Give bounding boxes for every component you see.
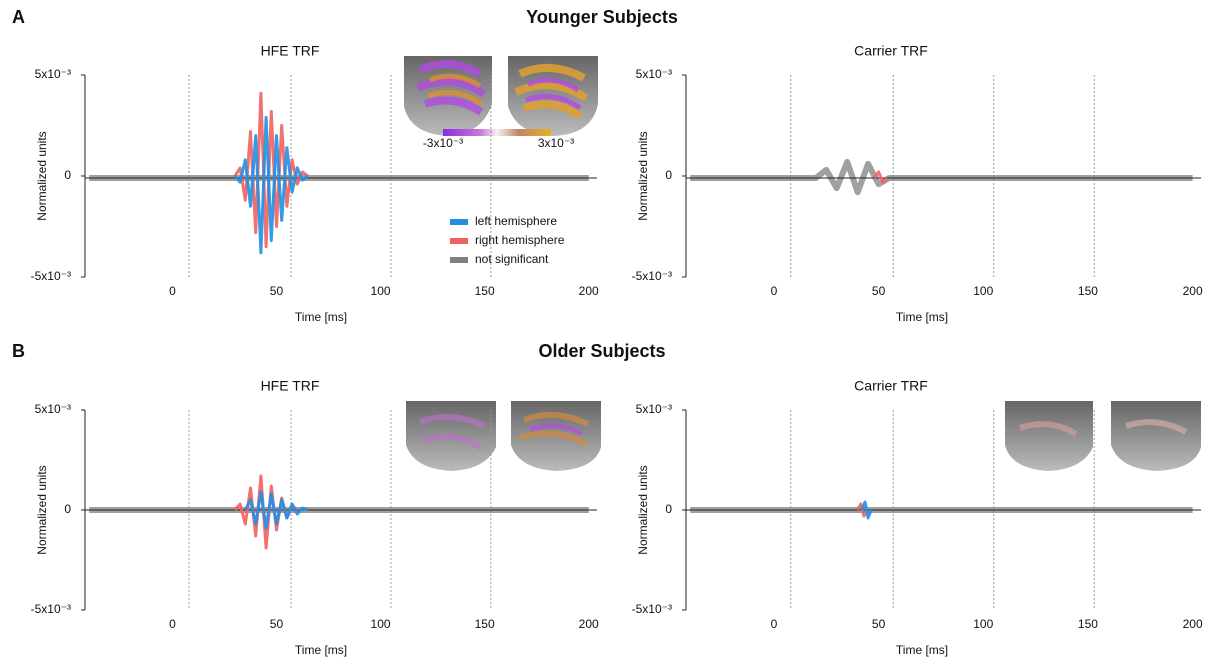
x-tick-label: 200 <box>1183 284 1203 298</box>
x-tick-label: 100 <box>371 617 391 631</box>
x-tick-label: 150 <box>1078 284 1098 298</box>
y-axis-label: Normalized units <box>636 131 650 220</box>
x-axis-label: Time [ms] <box>295 643 347 657</box>
y-tick-label: 5x10⁻³ <box>35 67 71 81</box>
x-tick-label: 0 <box>771 617 778 631</box>
y-tick-label: 5x10⁻³ <box>35 402 71 416</box>
chart-title: Carrier TRF <box>854 378 928 394</box>
figure: A Younger Subjects B Older Subjects HFE TRF -… <box>0 0 1211 661</box>
x-tick-label: 100 <box>371 284 391 298</box>
brain-inset <box>511 401 601 471</box>
legend-label: left hemisphere <box>475 214 557 228</box>
panel-letter: A <box>12 7 25 27</box>
chart-title: HFE TRF <box>261 378 320 394</box>
brain-inset <box>1111 401 1201 471</box>
x-tick-label: 50 <box>872 617 886 631</box>
y-tick-label: 5x10⁻³ <box>636 402 672 416</box>
brain-inset <box>1005 401 1093 471</box>
chart-title: Carrier TRF <box>854 43 928 59</box>
x-tick-label: 150 <box>475 284 495 298</box>
legend-label: not significant <box>475 252 549 266</box>
x-tick-label: 150 <box>475 617 495 631</box>
x-tick-label: 0 <box>169 617 176 631</box>
y-axis-label: Normalized units <box>636 465 650 554</box>
x-tick-label: 100 <box>973 284 993 298</box>
colorbar-label: 3x10⁻³ <box>538 136 574 150</box>
x-axis-label: Time [ms] <box>896 310 948 324</box>
y-axis-label: Normalized units <box>35 131 49 220</box>
y-tick-label: 0 <box>64 502 71 516</box>
y-tick-label: 0 <box>665 168 672 182</box>
brain-inset <box>404 56 492 136</box>
x-tick-label: 150 <box>1078 617 1098 631</box>
x-tick-label: 0 <box>169 284 176 298</box>
y-tick-label: 0 <box>665 502 672 516</box>
panel-letter: B <box>12 341 25 361</box>
x-tick-label: 200 <box>1183 617 1203 631</box>
brain-inset <box>508 56 598 136</box>
y-tick-label: -5x10⁻³ <box>632 269 672 283</box>
x-tick-label: 100 <box>973 617 993 631</box>
x-tick-label: 50 <box>270 617 284 631</box>
colorbar-label: -3x10⁻³ <box>423 136 463 150</box>
section-title: Older Subjects <box>538 341 665 361</box>
x-tick-label: 200 <box>579 617 599 631</box>
x-tick-label: 0 <box>771 284 778 298</box>
colorbar <box>443 129 551 136</box>
y-tick-label: 0 <box>64 168 71 182</box>
x-axis-label: Time [ms] <box>896 643 948 657</box>
y-axis-label: Normalized units <box>35 465 49 554</box>
x-tick-label: 50 <box>270 284 284 298</box>
chart-title: HFE TRF <box>261 43 320 59</box>
brain-inset <box>406 401 496 471</box>
x-tick-label: 50 <box>872 284 886 298</box>
y-tick-label: -5x10⁻³ <box>31 269 71 283</box>
legend-label: right hemisphere <box>475 233 565 247</box>
x-axis-label: Time [ms] <box>295 310 347 324</box>
y-tick-label: -5x10⁻³ <box>632 602 672 616</box>
trace <box>690 162 1192 192</box>
y-tick-label: -5x10⁻³ <box>31 602 71 616</box>
y-tick-label: 5x10⁻³ <box>636 67 672 81</box>
x-tick-label: 200 <box>579 284 599 298</box>
section-title: Younger Subjects <box>526 7 678 27</box>
